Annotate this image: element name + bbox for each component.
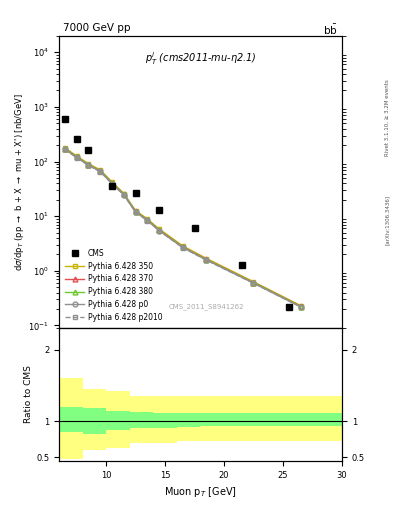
Text: 7000 GeV pp: 7000 GeV pp — [63, 23, 130, 33]
Legend: CMS, Pythia 6.428 350, Pythia 6.428 370, Pythia 6.428 380, Pythia 6.428 p0, Pyth: CMS, Pythia 6.428 350, Pythia 6.428 370,… — [63, 246, 165, 324]
X-axis label: Muon p$_T$ [GeV]: Muon p$_T$ [GeV] — [164, 485, 237, 499]
Text: CMS_2011_S8941262: CMS_2011_S8941262 — [168, 304, 244, 310]
Text: b$\bar{\rm b}$: b$\bar{\rm b}$ — [323, 23, 338, 37]
Text: p$^l_T$ (cms2011-mu-$\eta$2.1): p$^l_T$ (cms2011-mu-$\eta$2.1) — [145, 51, 256, 67]
Y-axis label: Ratio to CMS: Ratio to CMS — [24, 366, 33, 423]
Text: Rivet 3.1.10, ≥ 3.2M events: Rivet 3.1.10, ≥ 3.2M events — [385, 79, 390, 156]
Text: [arXiv:1306.3436]: [arXiv:1306.3436] — [385, 195, 390, 245]
Y-axis label: d$\sigma$/dp$_T$ (pp $\rightarrow$ b + X $\rightarrow$ mu + X') [nb/GeV]: d$\sigma$/dp$_T$ (pp $\rightarrow$ b + X… — [13, 93, 26, 271]
